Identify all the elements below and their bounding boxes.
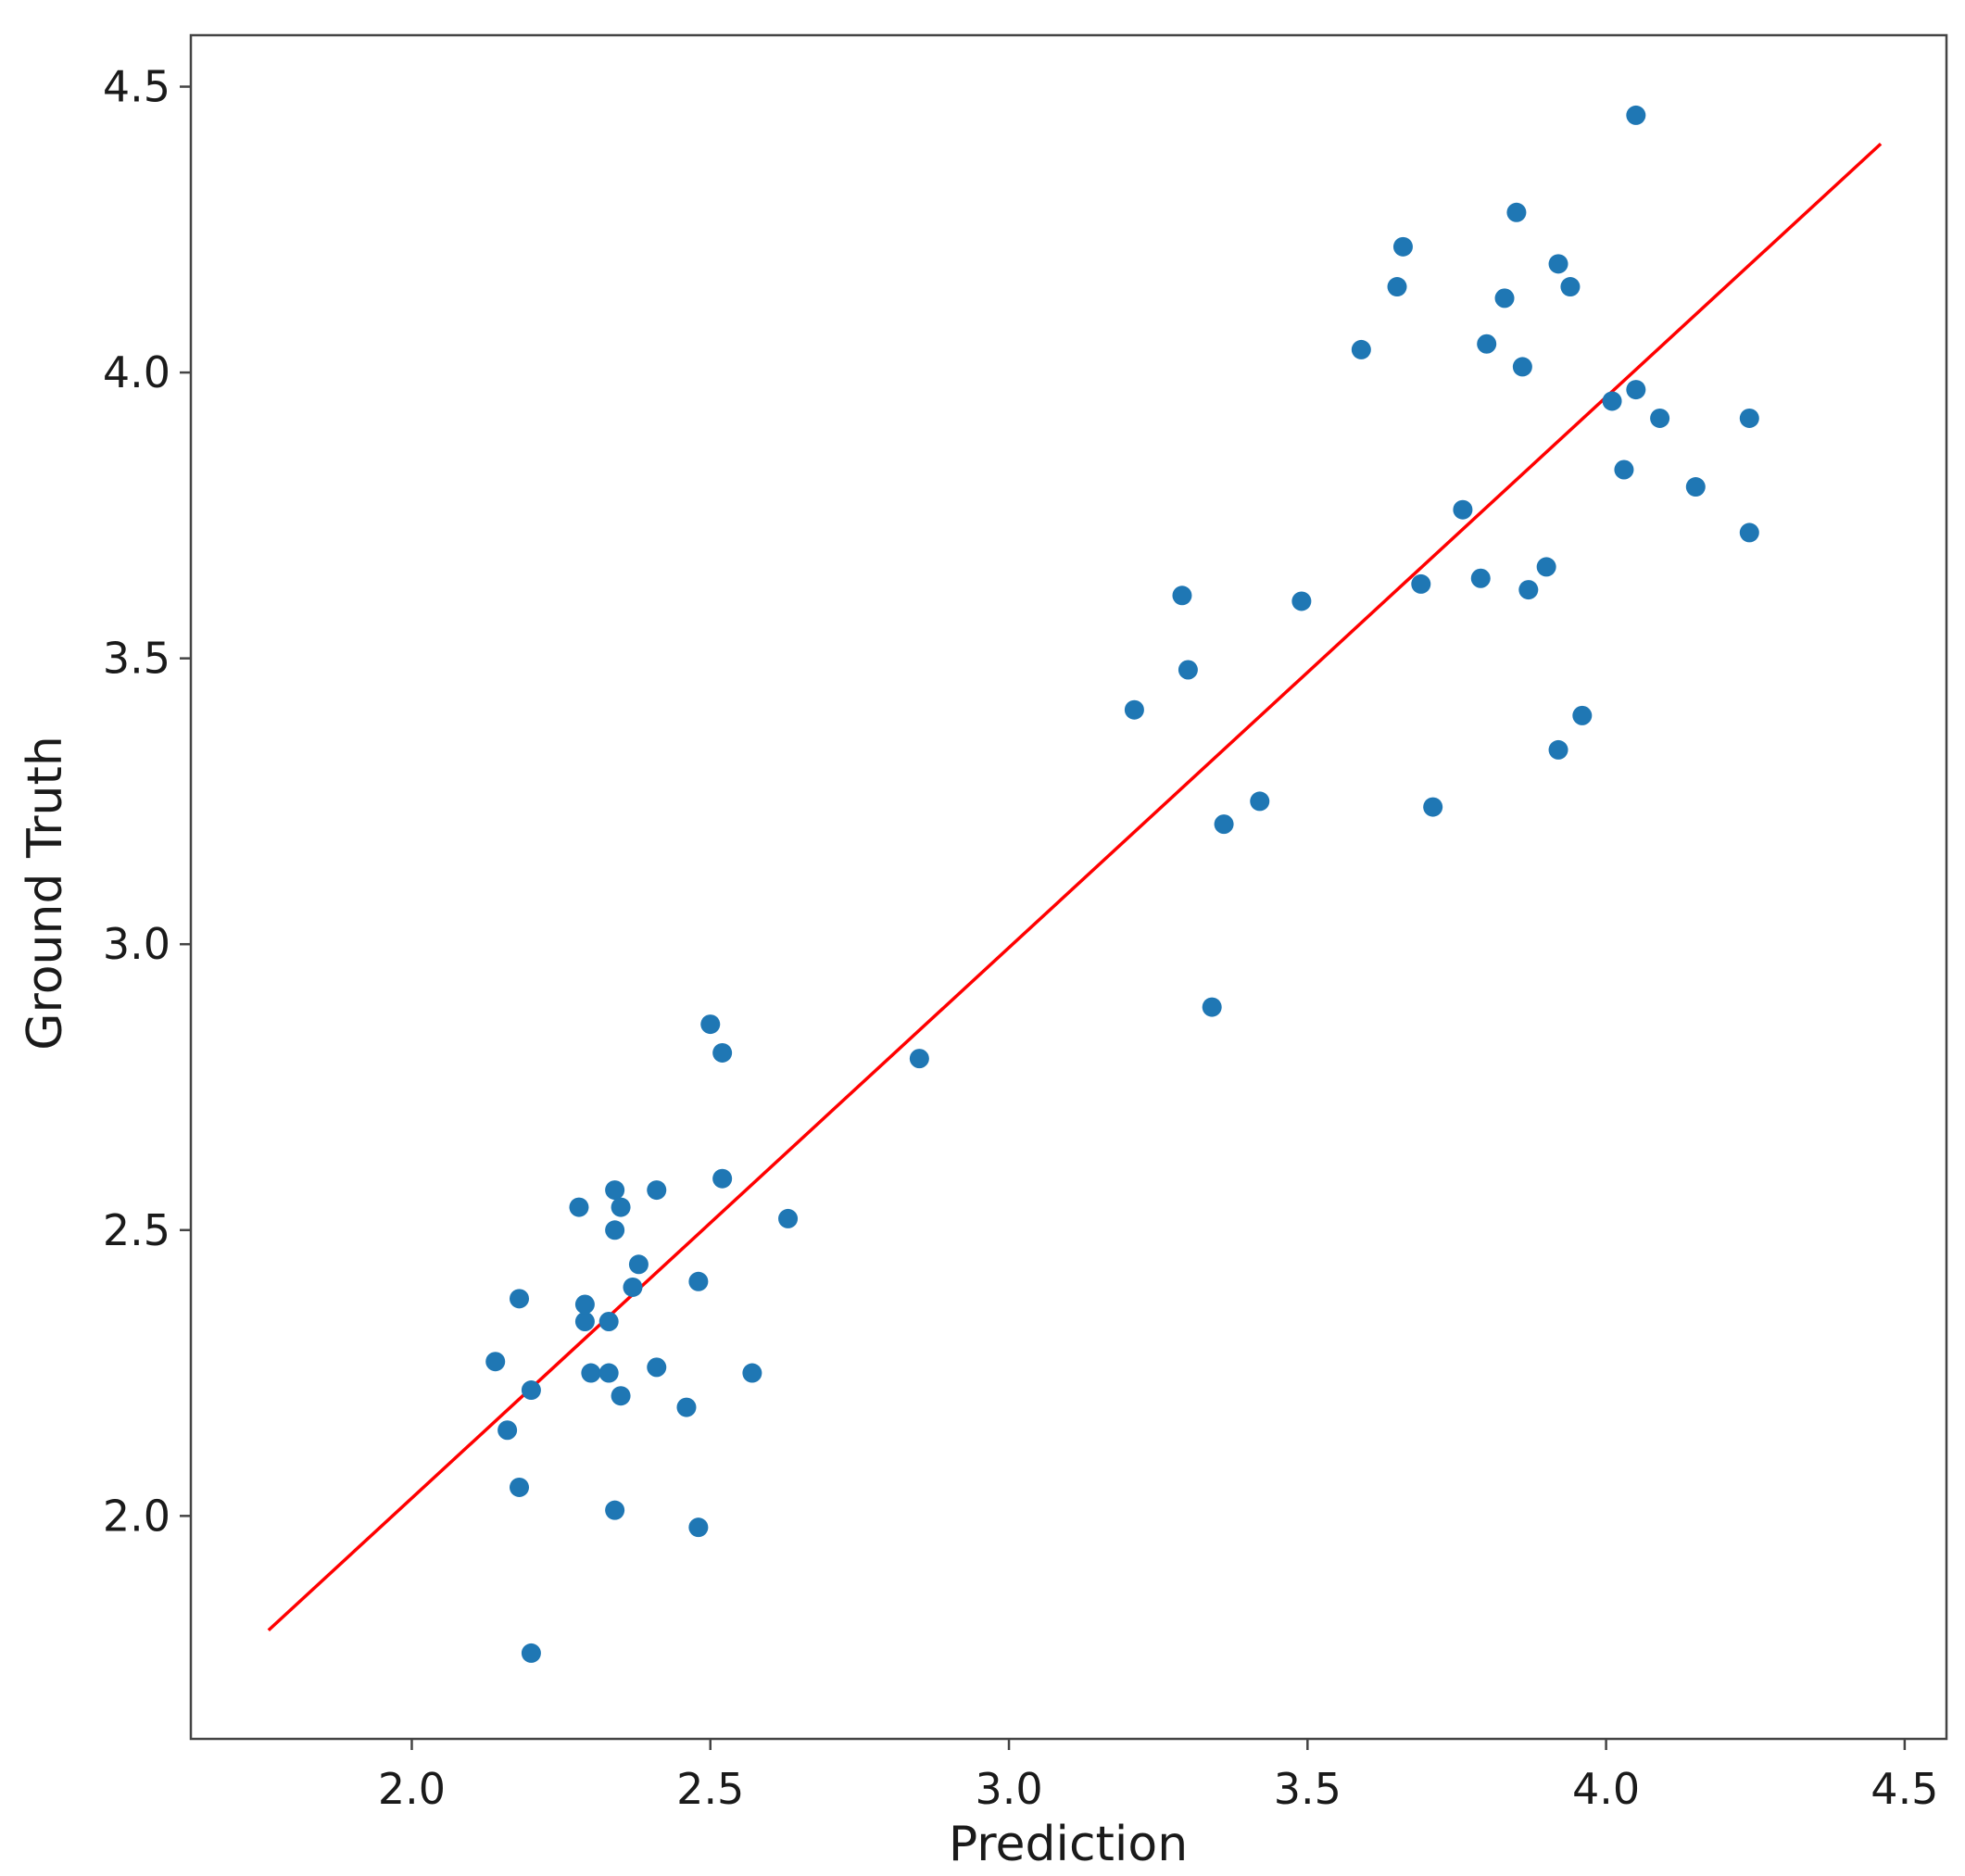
x-tick-label: 2.5 [676, 1764, 744, 1814]
data-point [598, 1363, 619, 1383]
x-tick-label: 4.0 [1572, 1764, 1640, 1814]
y-tick-label: 2.0 [103, 1491, 170, 1541]
data-point [1411, 573, 1431, 594]
data-point [1387, 277, 1407, 297]
data-point [1739, 408, 1759, 428]
data-point [574, 1294, 595, 1315]
data-point [1602, 391, 1622, 411]
x-tick-label: 2.0 [378, 1764, 446, 1814]
plot-frame [189, 33, 1948, 1741]
y-tick-label: 4.5 [103, 62, 170, 112]
data-point [611, 1386, 631, 1406]
data-point [1494, 288, 1515, 308]
data-point [611, 1197, 631, 1217]
data-point [647, 1180, 667, 1201]
data-point [688, 1271, 709, 1291]
data-point [485, 1352, 506, 1372]
y-tick-label: 2.5 [103, 1205, 170, 1255]
data-point [1506, 202, 1527, 222]
data-point [1685, 477, 1706, 497]
data-point [574, 1312, 595, 1332]
y-tick-label: 3.0 [103, 919, 170, 969]
data-point [909, 1049, 929, 1069]
data-point [569, 1197, 589, 1217]
data-point [1548, 254, 1568, 274]
y-axis-label: Ground Truth [18, 736, 73, 1051]
data-point [688, 1517, 709, 1538]
data-point [1202, 997, 1222, 1017]
data-point [1423, 797, 1443, 817]
data-point [1739, 523, 1759, 543]
data-point [1536, 557, 1556, 577]
data-point [628, 1254, 649, 1275]
y-axis-ticks: 2.0 2.5 3.0 3.5 4.0 4.5 [103, 62, 191, 1541]
x-tick-label: 3.0 [975, 1764, 1042, 1814]
x-tick-label: 4.5 [1871, 1764, 1938, 1814]
data-point [1626, 380, 1646, 400]
data-point [1453, 499, 1473, 520]
data-point [510, 1289, 530, 1309]
data-point [712, 1168, 733, 1189]
data-point [1548, 739, 1568, 760]
x-tick-label: 3.5 [1274, 1764, 1341, 1814]
x-axis-ticks: 2.0 2.5 3.0 3.5 4.0 4.5 [378, 1739, 1938, 1814]
data-point [1572, 705, 1593, 725]
y-tick-label: 3.5 [103, 634, 170, 684]
data-point [1626, 105, 1646, 125]
data-point [778, 1208, 799, 1228]
y-tick-label: 4.0 [103, 347, 170, 397]
data-point [1250, 791, 1270, 812]
data-point [1560, 277, 1581, 297]
data-point [647, 1357, 667, 1378]
data-point [712, 1042, 733, 1063]
data-point [676, 1397, 697, 1417]
data-point [1650, 408, 1670, 428]
points-layer [485, 105, 1759, 1663]
data-point [605, 1500, 625, 1520]
data-point [1470, 568, 1491, 588]
data-point [700, 1014, 721, 1035]
data-point [510, 1477, 530, 1497]
data-point [1291, 591, 1312, 611]
data-point [521, 1643, 541, 1663]
data-point [742, 1363, 762, 1383]
data-point [605, 1220, 625, 1240]
data-point [598, 1312, 619, 1332]
data-point [1392, 236, 1413, 257]
data-point [581, 1363, 601, 1383]
data-point [1124, 699, 1144, 720]
data-point [521, 1380, 541, 1401]
x-axis-label: Prediction [949, 1817, 1188, 1872]
data-point [1477, 334, 1497, 354]
data-point [1178, 660, 1198, 680]
data-point [1518, 580, 1539, 600]
data-point [1351, 339, 1371, 359]
data-point [498, 1420, 518, 1441]
data-point [1512, 357, 1532, 377]
data-point [1172, 585, 1192, 606]
data-point [623, 1277, 643, 1297]
data-point [1214, 814, 1234, 835]
data-point [1614, 460, 1634, 480]
data-point [605, 1180, 625, 1201]
